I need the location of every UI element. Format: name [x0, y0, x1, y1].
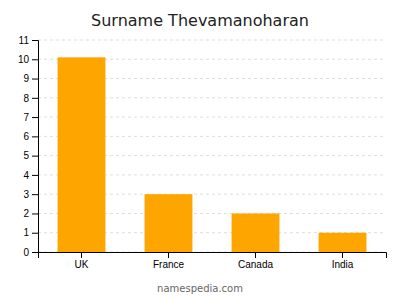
y-tick: 8 [23, 93, 38, 104]
x-tick-mark [81, 252, 82, 258]
y-tick-mark [32, 156, 38, 157]
y-tick-mark [32, 40, 38, 41]
bar [319, 233, 367, 252]
y-tick: 2 [23, 208, 38, 219]
x-tick-label: France [153, 259, 185, 270]
x-tick: France [153, 252, 185, 270]
y-tick: 1 [23, 227, 38, 238]
y-tick-label: 11 [19, 35, 30, 46]
y-tick: 0 [23, 247, 38, 258]
y-tick: 10 [18, 54, 38, 65]
y-tick-label: 4 [23, 170, 29, 181]
y-tick-label: 5 [23, 150, 29, 161]
x-axis-line [39, 253, 387, 259]
x-tick: UK [75, 252, 89, 270]
y-tick-mark [32, 136, 38, 137]
x-tick-label: Canada [238, 259, 273, 270]
bar [58, 57, 106, 252]
x-tick-label: UK [75, 259, 89, 270]
y-tick-label: 8 [23, 93, 29, 104]
footer: namespedia.com [157, 283, 243, 294]
y-tick-mark [32, 233, 38, 234]
y-tick-label: 0 [23, 247, 29, 258]
x-axis: UK France Canada India [39, 252, 387, 270]
y-tick: 3 [23, 189, 38, 200]
grid-line [38, 40, 386, 41]
y-axis-line [32, 41, 39, 253]
y-tick-mark [32, 175, 38, 176]
x-tick-mark [342, 252, 343, 258]
y-tick: 11 [19, 35, 38, 46]
x-tick: India [332, 252, 354, 270]
y-tick-mark [32, 59, 38, 60]
bar [232, 213, 280, 252]
bars [58, 57, 367, 252]
y-tick: 5 [23, 150, 38, 161]
y-tick-mark [32, 194, 38, 195]
grid [38, 40, 386, 252]
y-tick: 4 [23, 170, 38, 181]
x-tick-mark [168, 252, 169, 258]
y-tick-mark [32, 98, 38, 99]
y-tick-label: 2 [23, 208, 29, 219]
bar [145, 194, 193, 252]
y-tick: 7 [23, 112, 38, 123]
chart: 0 1 2 3 4 5 6 7 8 9 10 11 UK France Canada India Surname… [0, 0, 400, 300]
y-axis: 0 1 2 3 4 5 6 7 8 9 10 11 [18, 35, 39, 258]
y-tick-label: 9 [23, 73, 29, 84]
y-tick-mark [32, 213, 38, 214]
y-tick: 9 [23, 73, 38, 84]
plot: 0 1 2 3 4 5 6 7 8 9 10 11 UK France Canada India [18, 35, 387, 270]
y-tick-label: 7 [23, 112, 29, 123]
title: Surname Thevamanoharan [91, 11, 309, 30]
y-tick-label: 10 [18, 54, 30, 65]
x-tick-mark [255, 252, 256, 258]
y-tick-mark [32, 252, 38, 253]
y-tick-label: 3 [23, 189, 29, 200]
y-tick-label: 1 [23, 227, 29, 238]
x-tick-label: India [332, 259, 354, 270]
y-tick-mark [32, 117, 38, 118]
y-tick: 6 [23, 131, 38, 142]
x-tick: Canada [238, 252, 273, 270]
y-tick-mark [32, 79, 38, 80]
y-tick-label: 6 [23, 131, 29, 142]
